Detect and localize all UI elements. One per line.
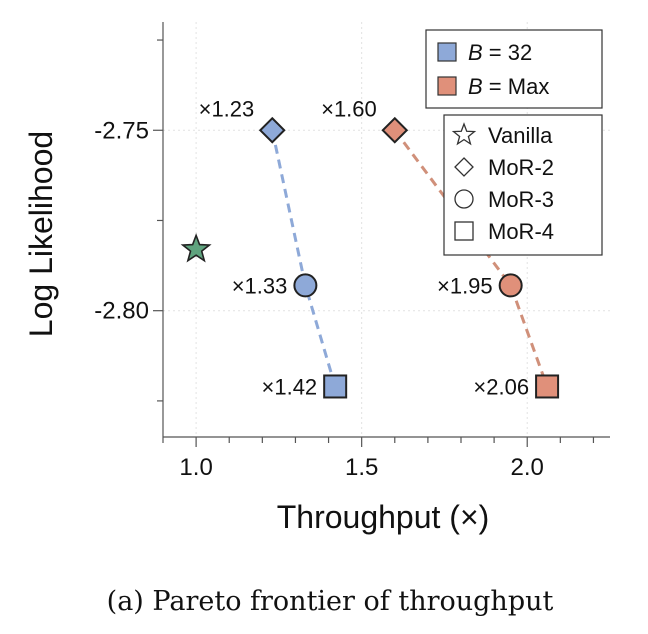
y-ticks: -2.75 -2.80 <box>94 39 163 402</box>
point-s1-square <box>535 374 560 399</box>
annotation-s0-1: ×1.33 <box>232 273 288 298</box>
y-tick-label-1: -2.80 <box>94 298 149 325</box>
annotation-s1-1: ×1.95 <box>437 273 493 298</box>
legend-batch-label-1: B = Max <box>468 74 549 99</box>
y-tick-label-0: -2.75 <box>94 117 149 144</box>
legend-model-label-2: MoR-3 <box>488 187 554 212</box>
x-tick-label-0: 1.0 <box>179 454 212 481</box>
x-axis-label: Throughput (×) <box>277 499 490 535</box>
legend-batch: B = 32 B = Max <box>425 29 603 109</box>
legend-batch-swatch-0 <box>437 42 457 62</box>
point-annotations: ×1.23 ×1.33 ×1.42 ×1.60 ×1.95 ×2.06 <box>199 96 529 399</box>
grid-lines <box>163 22 610 437</box>
figure-caption: (a) Pareto frontier of throughput <box>107 586 554 617</box>
annotation-s0-2: ×1.42 <box>262 374 318 399</box>
legend-model-marker-diamond <box>454 157 474 177</box>
point-s0-diamond <box>258 116 286 144</box>
legend-batch-label-0: B = 32 <box>468 40 532 65</box>
point-s0-square <box>323 374 348 399</box>
x-tick-label-1: 1.5 <box>345 454 378 481</box>
legend-model-label-1: MoR-2 <box>488 155 554 180</box>
legend-model: Vanilla MoR-2 MoR-3 MoR-4 <box>443 114 603 256</box>
point-s1-circle <box>498 273 523 298</box>
data-points <box>180 116 560 399</box>
annotation-s1-2: ×2.06 <box>473 374 529 399</box>
legend-model-marker-star <box>451 122 477 146</box>
legend-model-marker-square <box>454 221 474 241</box>
point-s0-circle <box>293 273 318 298</box>
y-axis-label: Log Likelihood <box>23 131 59 337</box>
series-line-0 <box>270 129 337 387</box>
annotation-s1-0: ×1.60 <box>321 96 377 121</box>
axes <box>162 22 610 438</box>
legend-model-label-3: MoR-4 <box>488 219 554 244</box>
annotation-s0-0: ×1.23 <box>199 96 255 121</box>
x-ticks: 1.0 1.5 2.0 <box>162 437 595 481</box>
legend-model-label-0: Vanilla <box>488 123 553 148</box>
point-s1-diamond <box>381 116 409 144</box>
point-vanilla-star <box>180 233 212 263</box>
legend-batch-swatch-1 <box>437 76 457 96</box>
legend-model-marker-circle <box>454 189 474 209</box>
x-tick-label-2: 2.0 <box>511 454 544 481</box>
series-line-1 <box>393 129 549 387</box>
